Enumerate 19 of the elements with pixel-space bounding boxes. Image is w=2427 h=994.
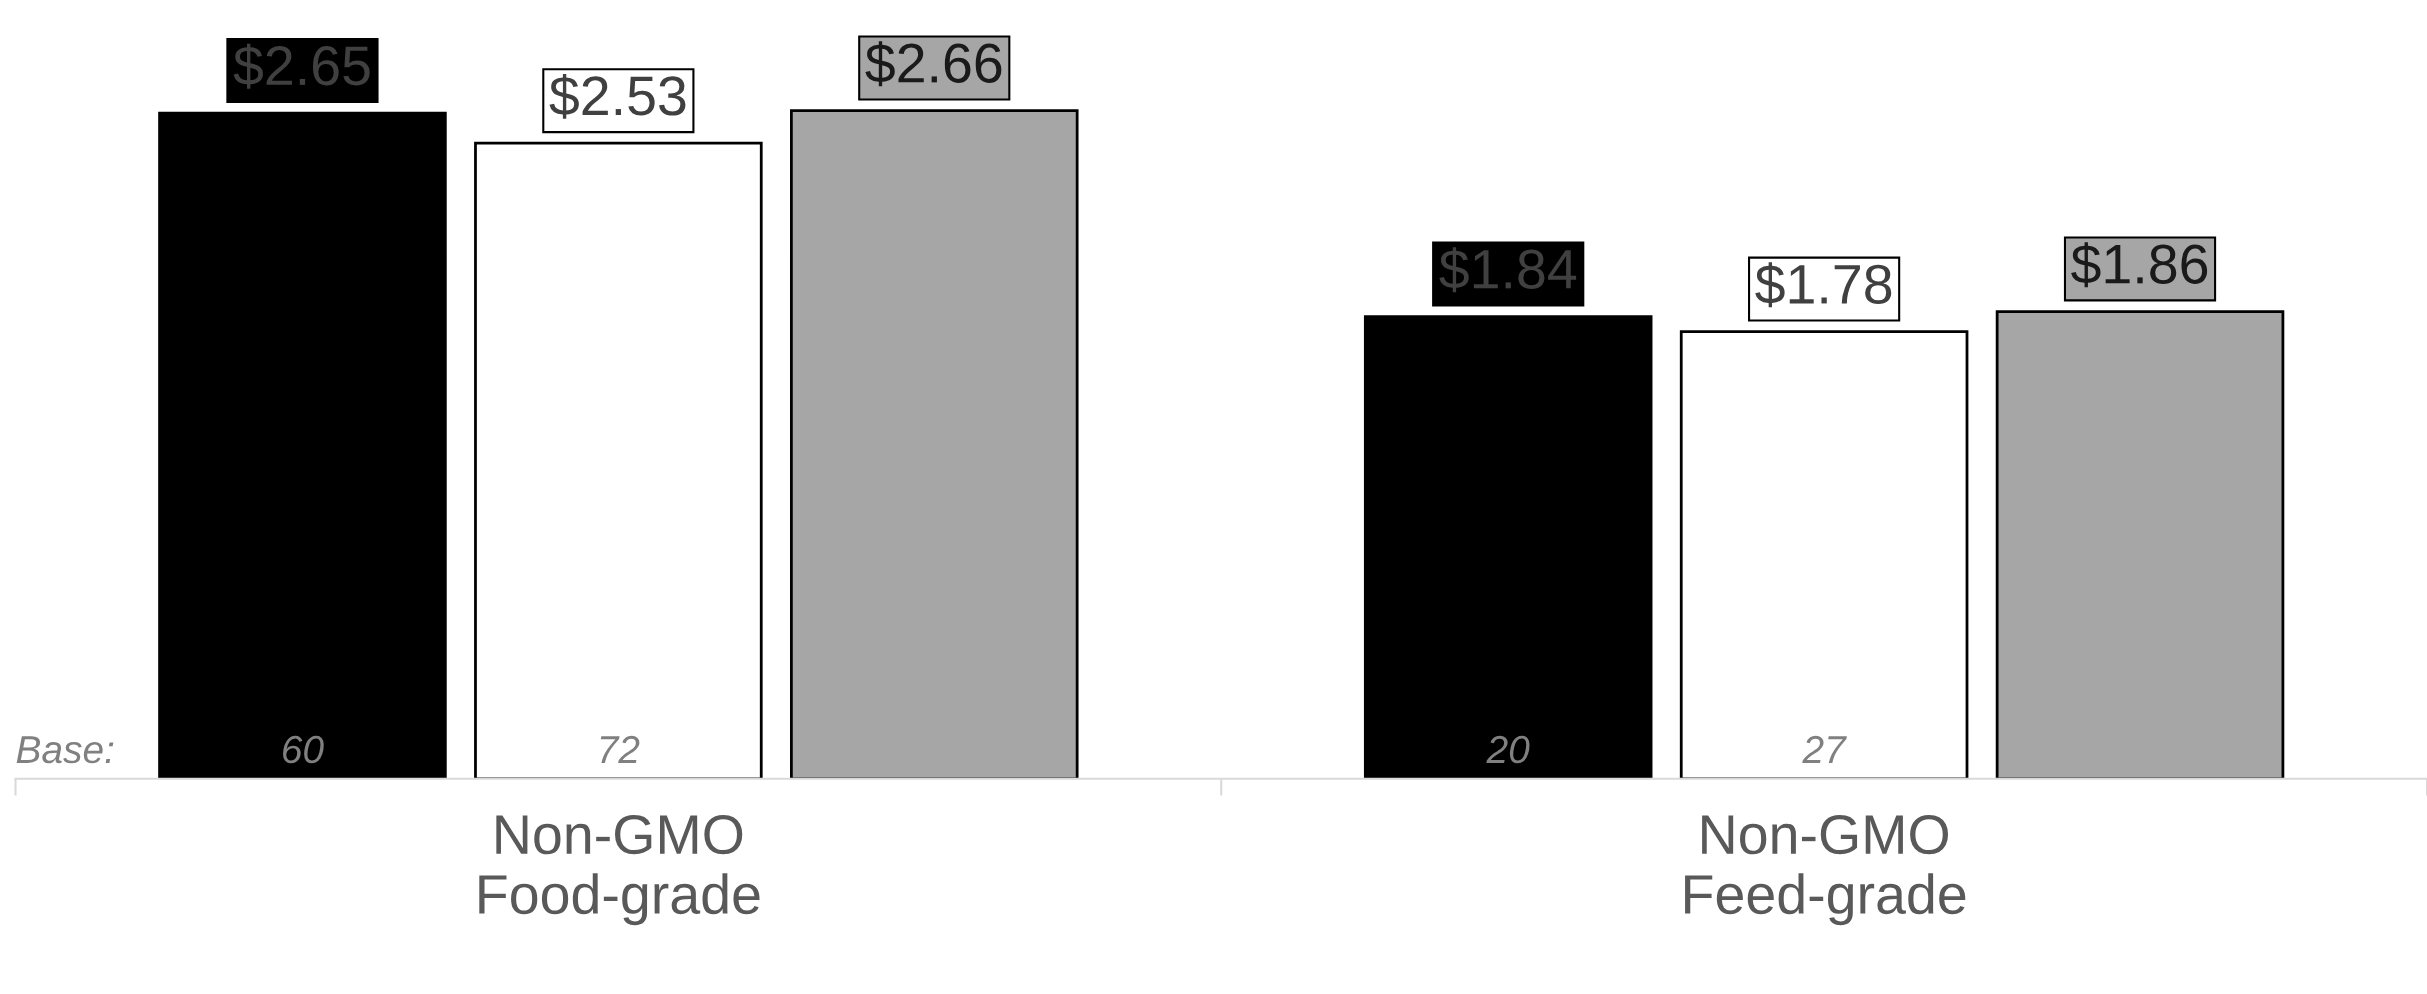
bar <box>1363 315 1653 779</box>
data-label: $1.86 <box>2071 242 2208 288</box>
annotation: 20 <box>1486 735 1530 764</box>
data-label: $2.53 <box>549 73 686 119</box>
x-tick-label: Non-GMO Food-grade <box>479 814 760 926</box>
data-label: $2.65 <box>233 43 370 89</box>
bar <box>474 141 763 779</box>
data-label: $1.84 <box>1439 247 1577 293</box>
bar <box>1995 310 2285 779</box>
bar <box>790 109 1079 779</box>
x-tick-label: Non-GMO Feed-grade <box>1685 814 1966 926</box>
annotation: 60 <box>283 735 324 764</box>
annotation: Base: <box>16 736 114 764</box>
data-label: $1.78 <box>1755 262 1892 308</box>
data-label: $2.66 <box>865 41 1002 87</box>
annotation: 72 <box>600 735 640 763</box>
annotation: 27 <box>1802 735 1847 763</box>
bar <box>1679 330 1969 779</box>
bar <box>158 111 447 779</box>
